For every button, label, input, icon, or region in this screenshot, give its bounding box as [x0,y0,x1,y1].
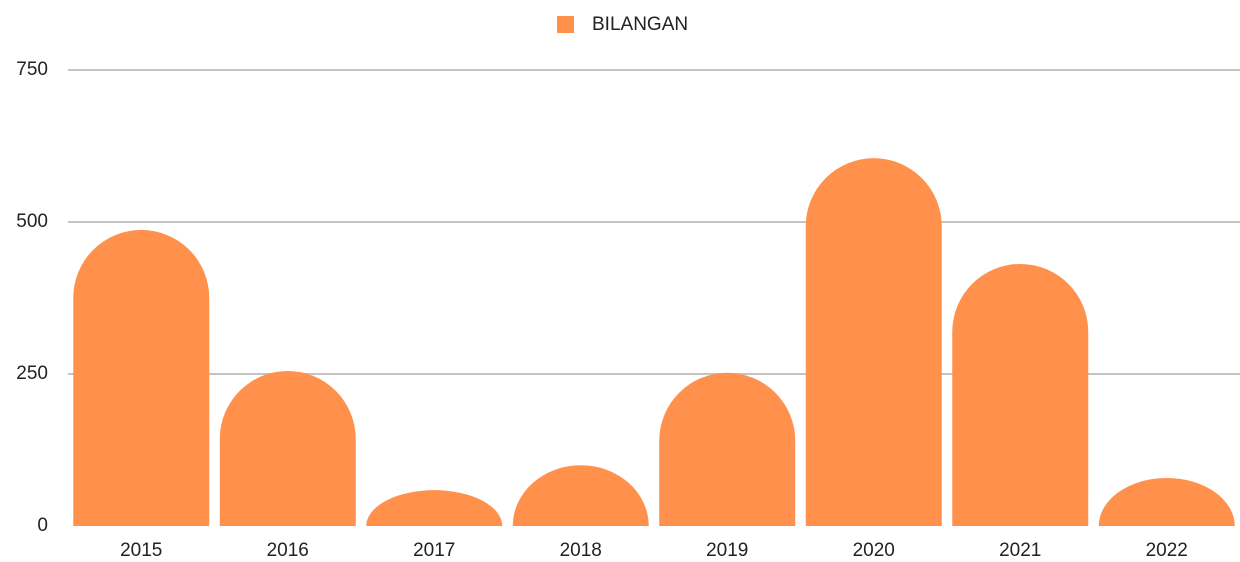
x-tick-label: 2017 [413,540,455,561]
x-tick-label: 2018 [560,540,602,561]
x-tick-label: 2020 [853,540,895,561]
bar [73,229,210,526]
x-tick-label: 2019 [706,540,748,561]
bar [659,372,796,526]
bar [1098,477,1235,526]
bar [366,490,503,526]
x-tick-label: 2021 [999,540,1041,561]
bar [952,263,1089,526]
x-tick-label: 2015 [120,540,162,561]
y-tick-label: 750 [16,59,48,80]
bar [805,158,942,526]
bar [512,465,649,526]
legend-swatch [557,16,574,33]
bar [219,370,356,526]
y-tick-label: 0 [37,515,48,536]
y-tick-label: 250 [16,363,48,384]
x-tick-label: 2016 [267,540,309,561]
legend-label: BILANGAN [592,14,688,35]
y-tick-label: 500 [16,211,48,232]
x-tick-label: 2022 [1146,540,1188,561]
